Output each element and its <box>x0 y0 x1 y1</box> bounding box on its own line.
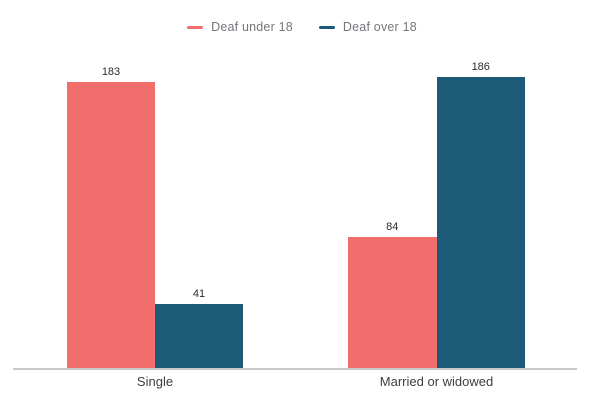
bar-deaf-over-18[interactable] <box>436 77 525 368</box>
bar-cell: 41 <box>155 0 243 368</box>
x-axis-line <box>13 368 577 370</box>
bar-cell: 183 <box>67 0 155 368</box>
legend-marker-deaf-over-18 <box>318 25 335 29</box>
bar-value-label: 183 <box>101 66 121 78</box>
legend-item-deaf-under-18[interactable]: Deaf under 18 <box>187 20 293 34</box>
bar-deaf-over-18[interactable] <box>155 304 243 368</box>
bar-deaf-under-18[interactable] <box>67 82 155 368</box>
bar-deaf-under-18[interactable] <box>348 237 437 368</box>
bar-value-label: 41 <box>192 288 206 300</box>
bar-cell: 84 <box>348 0 437 368</box>
legend-label: Deaf over 18 <box>342 20 417 34</box>
bar-group-single: 183 41 <box>67 0 243 368</box>
chart-legend: Deaf under 18 Deaf over 18 <box>0 20 604 34</box>
bar-group-married-or-widowed: 84 186 <box>348 0 525 368</box>
bar-cell: 186 <box>436 0 525 368</box>
category-label-single: Single <box>136 374 174 389</box>
legend-item-deaf-over-18[interactable]: Deaf over 18 <box>318 20 417 34</box>
legend-marker-deaf-under-18 <box>187 25 204 29</box>
category-label-married-or-widowed: Married or widowed <box>379 374 494 389</box>
bar-value-label: 84 <box>386 221 399 233</box>
bar-value-label: 186 <box>471 61 490 73</box>
legend-label: Deaf under 18 <box>211 20 293 34</box>
